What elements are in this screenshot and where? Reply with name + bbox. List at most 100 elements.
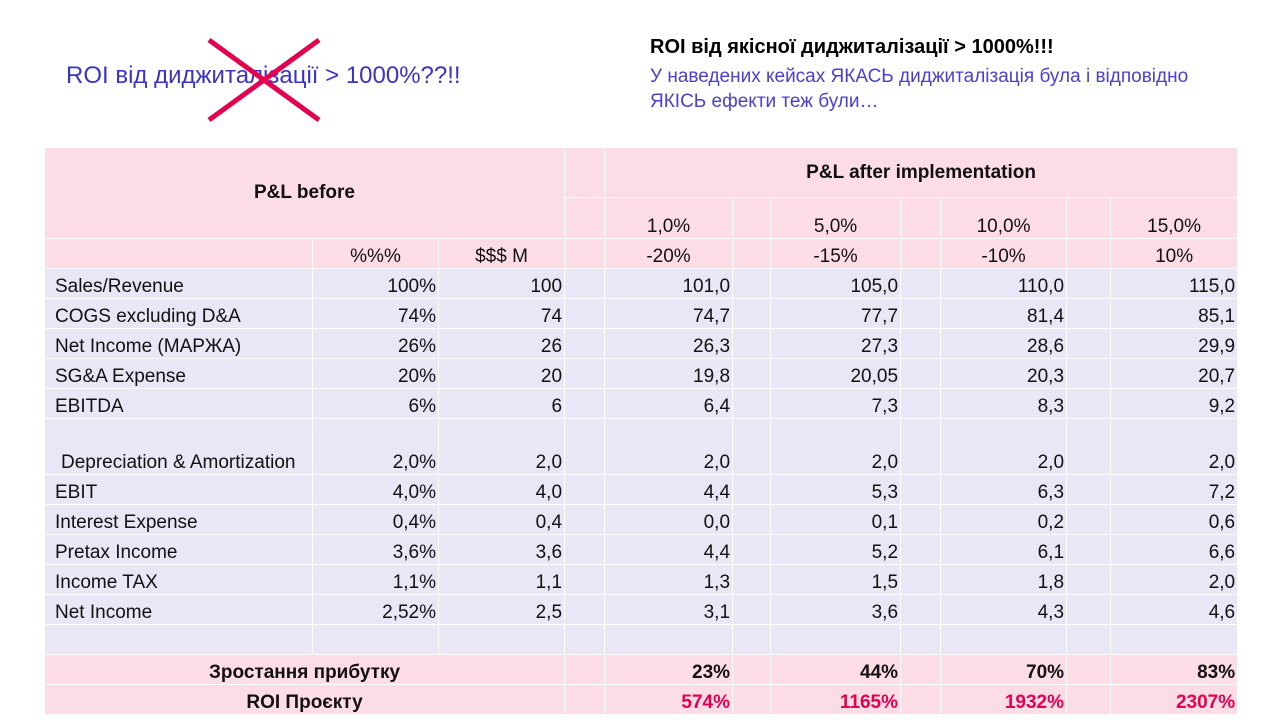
pl-after-header: P&L after implementation bbox=[604, 147, 1239, 198]
scenario-value: 101,0 bbox=[604, 268, 734, 299]
table-row: EBITDA 6% 6 6,4 7,3 8,3 9,2 bbox=[44, 388, 1239, 419]
usd-value: 2,5 bbox=[437, 594, 566, 625]
scenario-value: 74,7 bbox=[604, 298, 734, 329]
pct-value: 20% bbox=[312, 358, 439, 389]
scenario-value: 28,6 bbox=[940, 328, 1068, 359]
scenario-value: 1,5 bbox=[770, 564, 902, 595]
change: 10% bbox=[1110, 238, 1239, 269]
roi-value: 574% bbox=[604, 684, 734, 715]
table-row: COGS excluding D&A 74% 74 74,7 77,7 81,4 85,1 bbox=[44, 298, 1239, 329]
table-row: Sales/Revenue 100% 100 101,0 105,0 110,0 115,0 bbox=[44, 268, 1239, 299]
pl-before-header: P&L before bbox=[43, 147, 566, 239]
scenario-value: 85,1 bbox=[1110, 298, 1239, 329]
scenario-value: 2,0 bbox=[940, 418, 1068, 475]
change: -15% bbox=[770, 238, 902, 269]
scenario-value: 77,7 bbox=[770, 298, 902, 329]
usd-value: 4,0 bbox=[437, 474, 566, 505]
row-label: Income TAX bbox=[44, 564, 313, 595]
pct-value: 74% bbox=[312, 298, 439, 329]
pl-table: P&L before P&L after implementation 1,0% … bbox=[43, 147, 1239, 715]
scenario-value: 3,6 bbox=[770, 594, 902, 625]
scenario: 15,0% bbox=[1110, 197, 1239, 239]
table-row: Income TAX 1,1% 1,1 1,3 1,5 1,8 2,0 bbox=[44, 564, 1239, 595]
growth-value: 44% bbox=[770, 654, 902, 685]
growth-value: 23% bbox=[604, 654, 734, 685]
pct-value: 2,0% bbox=[312, 418, 439, 475]
row-label: Net Income (МАРЖА) bbox=[44, 328, 313, 359]
pct-header: %%% bbox=[312, 238, 439, 269]
growth-row: Зростання прибутку 23% 44% 70% 83% bbox=[43, 654, 1239, 685]
usd-value: 6 bbox=[437, 388, 566, 419]
usd-value: 100 bbox=[437, 268, 566, 299]
pct-value: 1,1% bbox=[312, 564, 439, 595]
scenario-value: 0,1 bbox=[770, 504, 902, 535]
scenario-value: 20,05 bbox=[770, 358, 902, 389]
scenario: 5,0% bbox=[770, 197, 902, 239]
scenario-value: 7,3 bbox=[770, 388, 902, 419]
row-label: EBITDA bbox=[44, 388, 313, 419]
table-row: Pretax Income 3,6% 3,6 4,4 5,2 6,1 6,6 bbox=[44, 534, 1239, 565]
scenario-value: 1,8 bbox=[940, 564, 1068, 595]
row-label: Sales/Revenue bbox=[44, 268, 313, 299]
roi-value: 2307% bbox=[1110, 684, 1239, 715]
usd-value: 0,4 bbox=[437, 504, 566, 535]
change: -20% bbox=[604, 238, 734, 269]
main-title: ROI від якісної диджиталізації > 1000%!!… bbox=[650, 36, 1054, 58]
usd-value: 1,1 bbox=[437, 564, 566, 595]
scenario-value: 29,9 bbox=[1110, 328, 1239, 359]
usd-value: 2,0 bbox=[437, 418, 566, 475]
scenario-value: 3,1 bbox=[604, 594, 734, 625]
scenario-value: 20,7 bbox=[1110, 358, 1239, 389]
scenario-value: 2,0 bbox=[604, 418, 734, 475]
scenario-value: 0,6 bbox=[1110, 504, 1239, 535]
scenario-value: 5,2 bbox=[770, 534, 902, 565]
scenario-value: 1,3 bbox=[604, 564, 734, 595]
row-label: COGS excluding D&A bbox=[44, 298, 313, 329]
usd-header: $$$ M bbox=[437, 238, 566, 269]
roi-value: 1165% bbox=[770, 684, 902, 715]
usd-value: 74 bbox=[437, 298, 566, 329]
table-row: Net Income (МАРЖА) 26% 26 26,3 27,3 28,6 29,9 bbox=[44, 328, 1239, 359]
pct-value: 2,52% bbox=[312, 594, 439, 625]
row-label: Interest Expense bbox=[44, 504, 313, 535]
pct-value: 26% bbox=[312, 328, 439, 359]
table-row: SG&A Expense 20% 20 19,8 20,05 20,3 20,7 bbox=[44, 358, 1239, 389]
scenario-value: 6,3 bbox=[940, 474, 1068, 505]
table-row: Interest Expense 0,4% 0,4 0,0 0,1 0,2 0,6 bbox=[44, 504, 1239, 535]
scenario-value: 26,3 bbox=[604, 328, 734, 359]
roi-label: ROI Проєкту bbox=[43, 684, 566, 715]
subtitle: У наведених кейсах ЯКАСЬ диджиталізація … bbox=[650, 66, 1189, 112]
pct-value: 4,0% bbox=[312, 474, 439, 505]
scenario-value: 2,0 bbox=[1110, 418, 1239, 475]
crossed-title: ROI від диджиталізації > 1000%??!! bbox=[66, 62, 461, 89]
usd-value: 26 bbox=[437, 328, 566, 359]
scenario-value: 4,4 bbox=[604, 534, 734, 565]
scenario-value: 8,3 bbox=[940, 388, 1068, 419]
scenario: 10,0% bbox=[940, 197, 1068, 239]
row-label: SG&A Expense bbox=[44, 358, 313, 389]
scenario-value: 6,4 bbox=[604, 388, 734, 419]
pct-value: 6% bbox=[312, 388, 439, 419]
scenario-value: 6,1 bbox=[940, 534, 1068, 565]
table-row: Net Income 2,52% 2,5 3,1 3,6 4,3 4,6 bbox=[44, 594, 1239, 625]
growth-value: 70% bbox=[940, 654, 1068, 685]
row-label: EBIT bbox=[44, 474, 313, 505]
pct-value: 100% bbox=[312, 268, 439, 299]
change: -10% bbox=[940, 238, 1068, 269]
scenario-value: 115,0 bbox=[1110, 268, 1239, 299]
cross-out-icon bbox=[207, 37, 321, 123]
usd-value: 3,6 bbox=[437, 534, 566, 565]
scenario-value: 4,3 bbox=[940, 594, 1068, 625]
growth-label: Зростання прибутку bbox=[43, 654, 566, 685]
scenario-value: 0,0 bbox=[604, 504, 734, 535]
scenario-value: 19,8 bbox=[604, 358, 734, 389]
scenario-value: 27,3 bbox=[770, 328, 902, 359]
scenario-value: 6,6 bbox=[1110, 534, 1239, 565]
scenario-value: 81,4 bbox=[940, 298, 1068, 329]
scenario: 1,0% bbox=[604, 197, 734, 239]
usd-value: 20 bbox=[437, 358, 566, 389]
pct-value: 0,4% bbox=[312, 504, 439, 535]
row-label: Pretax Income bbox=[44, 534, 313, 565]
scenario-value: 9,2 bbox=[1110, 388, 1239, 419]
roi-row: ROI Проєкту 574% 1165% 1932% 2307% bbox=[43, 684, 1239, 715]
